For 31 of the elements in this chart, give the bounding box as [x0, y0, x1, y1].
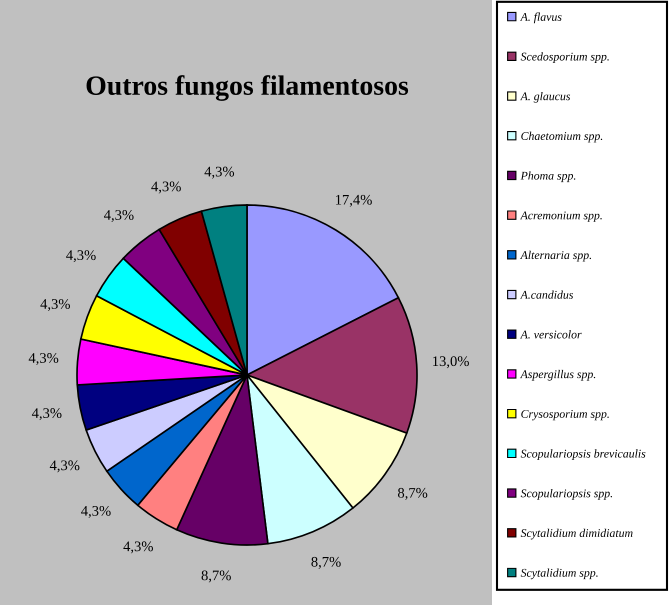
legend-label: Phoma spp. [520, 171, 576, 182]
data-label: 4,3% [204, 166, 234, 179]
data-label: 8,7% [398, 488, 428, 500]
data-label: 4,3% [32, 408, 62, 420]
legend-label: Chaetomium spp. [521, 132, 602, 142]
legend-label: Scytalidium dimidiatum [520, 528, 633, 540]
data-label: 4,3% [104, 210, 134, 222]
text: Outros fungos filamentosos [86, 75, 408, 101]
legend-label: A. versicolor [520, 330, 582, 339]
legend-label: Scopulariopsis brevicaulis [520, 449, 646, 460]
data-label: 17,4% [336, 194, 372, 207]
data-label: 4,3% [123, 541, 153, 554]
legend-label: Scytalidium spp. [520, 568, 598, 580]
legend-label: A. flavus [520, 12, 562, 24]
data-label: 4,3% [40, 299, 70, 312]
legend-label: Crysosporium spp. [521, 410, 609, 420]
data-label: 4,3% [66, 250, 96, 262]
legend-label: Acremonium spp. [520, 211, 602, 222]
data-label: 13,0% [433, 356, 469, 368]
data-label: 8,7% [311, 556, 341, 569]
data-label: 4,3% [50, 460, 80, 472]
legend-label: A. glaucus [520, 92, 570, 103]
legend-label: Scedosporium spp. [520, 52, 609, 63]
data-label: 4,3% [151, 182, 181, 194]
data-label: 4,3% [28, 353, 58, 365]
legend-label: A.candidus [520, 290, 574, 299]
legend-label: Scopulariopsis spp. [520, 489, 612, 500]
data-label: 4,3% [81, 506, 111, 518]
legend-label: Alternaria spp. [520, 250, 592, 262]
legend-label: Aspergillus spp. [520, 370, 596, 381]
data-label: 8,7% [202, 570, 231, 582]
